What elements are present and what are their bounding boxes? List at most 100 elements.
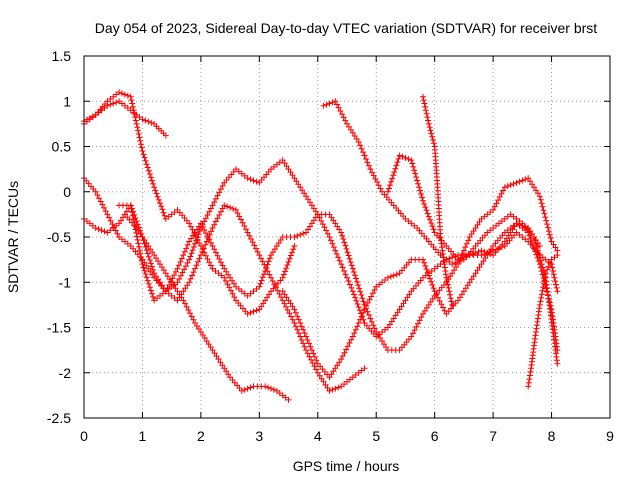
data-point xyxy=(216,255,223,262)
data-point xyxy=(199,332,206,339)
data-point xyxy=(503,235,510,242)
data-point xyxy=(182,263,189,270)
x-tick-label: 9 xyxy=(606,428,614,444)
data-point xyxy=(460,254,467,261)
data-point xyxy=(285,396,292,403)
data-point xyxy=(529,242,536,249)
data-point xyxy=(531,234,538,240)
data-point xyxy=(425,272,432,279)
data-point xyxy=(371,325,378,332)
data-point xyxy=(426,216,433,223)
data-point xyxy=(190,243,197,250)
data-point xyxy=(124,92,131,99)
data-point xyxy=(225,271,232,278)
data-point xyxy=(395,155,402,162)
data-point xyxy=(348,336,355,343)
data-point xyxy=(343,245,350,252)
data-point xyxy=(204,255,211,262)
data-point xyxy=(324,384,331,391)
data-point xyxy=(346,281,353,288)
data-point xyxy=(345,252,352,259)
data-point xyxy=(241,386,248,393)
data-point xyxy=(158,203,165,210)
data-point xyxy=(531,184,538,191)
data-point xyxy=(174,279,181,286)
data-point xyxy=(342,271,349,278)
data-point xyxy=(335,254,342,261)
data-point xyxy=(268,252,275,259)
data-point xyxy=(409,330,416,337)
data-point xyxy=(162,288,169,295)
data-point xyxy=(300,326,307,333)
data-point xyxy=(384,324,391,331)
data-point xyxy=(339,352,346,359)
data-point xyxy=(207,262,214,269)
data-point xyxy=(132,117,139,124)
data-point xyxy=(365,162,372,169)
data-point xyxy=(224,281,231,288)
data-point xyxy=(174,265,181,272)
data-point xyxy=(177,258,184,265)
data-point xyxy=(547,260,554,267)
data-point xyxy=(184,241,191,248)
data-point xyxy=(414,320,421,327)
data-point xyxy=(174,297,181,304)
data-point xyxy=(501,184,508,191)
data-point xyxy=(396,306,403,313)
series-sat-d xyxy=(81,202,368,394)
data-point xyxy=(221,274,228,281)
data-point xyxy=(447,273,454,280)
data-point xyxy=(174,288,181,295)
data-point xyxy=(133,224,140,231)
data-point xyxy=(264,294,271,301)
data-point xyxy=(332,98,339,105)
data-point xyxy=(386,321,393,328)
data-point xyxy=(422,107,429,114)
data-point xyxy=(344,274,350,281)
data-point xyxy=(207,239,214,246)
data-point xyxy=(143,161,150,168)
data-point xyxy=(139,234,146,240)
data-point xyxy=(449,301,456,308)
data-point xyxy=(138,257,145,264)
data-point xyxy=(199,248,206,255)
data-point xyxy=(303,347,310,354)
data-point xyxy=(207,344,214,351)
data-point xyxy=(364,299,371,306)
data-point xyxy=(447,295,454,302)
data-point xyxy=(460,288,467,295)
data-point xyxy=(422,204,429,211)
data-point xyxy=(256,306,263,313)
data-point xyxy=(474,221,481,228)
data-point xyxy=(429,137,436,144)
data-point xyxy=(542,273,549,280)
data-point xyxy=(361,365,368,372)
data-point xyxy=(102,208,109,215)
data-point xyxy=(128,205,135,212)
data-point xyxy=(458,291,465,298)
data-point xyxy=(314,369,321,376)
data-point xyxy=(129,209,136,216)
data-point xyxy=(430,226,437,233)
data-point xyxy=(421,307,428,314)
data-point xyxy=(384,188,391,195)
data-point xyxy=(188,235,195,242)
data-point xyxy=(129,212,136,219)
data-point xyxy=(390,315,397,322)
data-point xyxy=(299,187,306,194)
data-point xyxy=(258,255,265,262)
data-point xyxy=(451,267,458,274)
data-point xyxy=(160,267,167,274)
data-point xyxy=(353,275,360,282)
data-point xyxy=(453,264,460,271)
data-point xyxy=(358,313,365,320)
data-point xyxy=(542,270,549,277)
data-point xyxy=(168,279,175,286)
data-point xyxy=(150,294,157,301)
data-point xyxy=(554,360,561,367)
data-point xyxy=(194,234,201,241)
y-axis-label: SDTVAR / TECUs xyxy=(5,181,21,293)
data-point xyxy=(295,330,302,337)
data-point xyxy=(147,287,154,294)
data-point xyxy=(431,288,438,295)
